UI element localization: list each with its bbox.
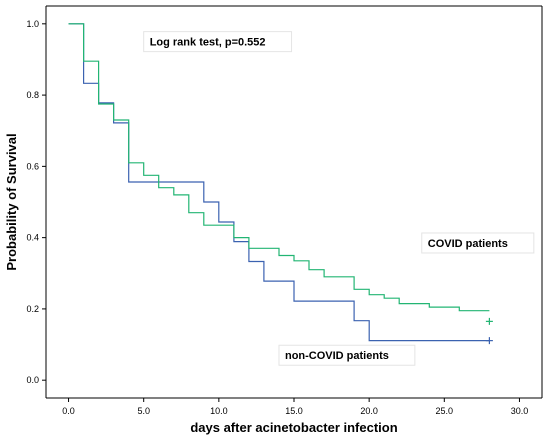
series-line-0 <box>68 23 490 342</box>
series-line-1 <box>68 23 490 312</box>
annotation-0: Log rank test, p=0.552 <box>143 31 293 53</box>
x-tick-label: 15.0 <box>285 406 303 416</box>
x-tick-label: 0.0 <box>62 406 75 416</box>
censor-marker-1 <box>485 317 493 325</box>
x-tick-label: 20.0 <box>360 406 378 416</box>
series-layer <box>68 23 493 345</box>
y-tick-label: 1.0 <box>26 19 39 29</box>
annotation-box <box>278 344 416 366</box>
annotation-layer: Log rank test, p=0.552 COVID patients non-… <box>143 31 535 366</box>
censor-marker-0 <box>485 337 493 345</box>
x-tick-label: 5.0 <box>137 406 150 416</box>
x-tick-label: 30.0 <box>511 406 529 416</box>
annotation-box <box>421 232 535 254</box>
annotation-2: non-COVID patients <box>278 344 416 366</box>
annotation-text: COVID patients <box>428 238 508 250</box>
y-axis-ticks: 0.0 0.2 0.4 0.6 0.8 1.0 <box>26 19 46 385</box>
annotation-1: COVID patients <box>421 232 535 254</box>
plot-frame <box>45 5 543 399</box>
annotation-box <box>143 31 293 53</box>
x-tick-label: 10.0 <box>210 406 228 416</box>
annotation-text: non-COVID patients <box>285 350 389 362</box>
y-axis-title: Probability of Survival <box>4 133 19 270</box>
y-tick-label: 0.2 <box>26 304 39 314</box>
x-axis-title: days after acinetobacter infection <box>190 420 397 435</box>
y-tick-label: 0.6 <box>26 161 39 171</box>
x-tick-label: 25.0 <box>436 406 454 416</box>
annotation-text: Log rank test, p=0.552 <box>150 37 266 49</box>
y-tick-label: 0.8 <box>26 90 39 100</box>
x-axis-ticks: 0.0 5.0 10.0 15.0 20.0 25.0 30.0 <box>62 398 528 416</box>
y-tick-label: 0.4 <box>26 233 39 243</box>
y-tick-label: 0.0 <box>26 375 39 385</box>
